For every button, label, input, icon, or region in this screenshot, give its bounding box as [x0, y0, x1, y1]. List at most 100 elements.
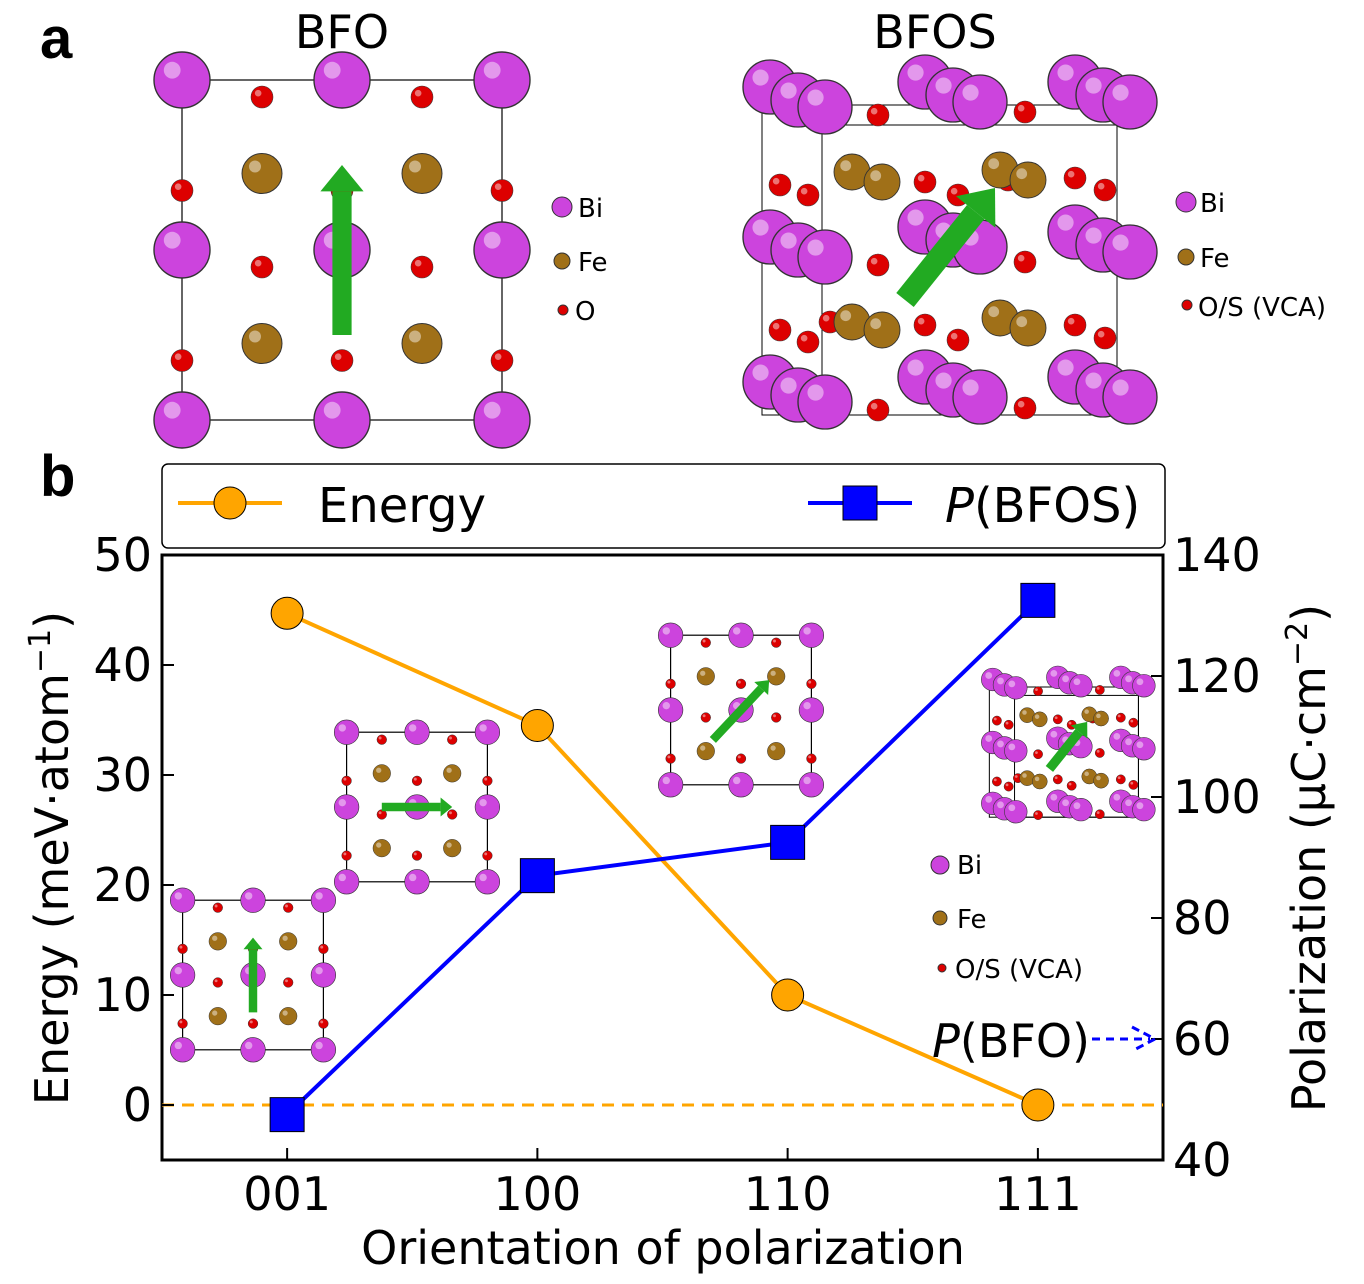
- o-atom: [866, 103, 890, 127]
- o-atom: [992, 776, 1002, 787]
- x-tick-label: 110: [744, 1167, 832, 1221]
- right-tick-label: 100: [1173, 770, 1261, 824]
- bi-atom: [474, 719, 501, 745]
- bi-atom-highlight: [803, 701, 811, 710]
- bi-atom: [728, 622, 754, 648]
- bi-atom-highlight: [780, 232, 797, 249]
- o-atom: [1093, 178, 1117, 202]
- o-atom-highlight: [808, 755, 812, 759]
- bi-atom: [798, 772, 825, 798]
- fe-atom-highlight: [840, 160, 852, 172]
- right-label-end: ): [1282, 604, 1336, 622]
- o-atom: [866, 398, 890, 422]
- o-atom: [1033, 810, 1043, 820]
- bi-atom-highlight: [483, 231, 501, 249]
- o-atom: [1115, 712, 1126, 723]
- bi-atom: [404, 719, 430, 745]
- fe-atom-highlight: [282, 935, 288, 941]
- right-tick-label: 140: [1173, 528, 1261, 582]
- left-label-sup: −1: [23, 629, 58, 673]
- bi-atom-highlight: [1112, 84, 1129, 101]
- o-atom: [1003, 781, 1014, 792]
- chart-plot: 0 10 20 30 40 50 40 60 80 100 120 140 001 100 110 111: [93, 528, 1260, 1221]
- o-atom-highlight: [343, 852, 347, 856]
- o-atom: [992, 715, 1002, 726]
- o-atom: [1033, 686, 1043, 697]
- bi-atom: [310, 887, 337, 913]
- o-atom-highlight: [214, 904, 218, 908]
- fe-atom: [401, 323, 443, 364]
- bi-atom: [404, 869, 430, 895]
- fe-atom: [1009, 161, 1047, 199]
- o-legend-icon: [557, 304, 569, 316]
- o-atom-highlight: [1017, 254, 1025, 262]
- o-atom-highlight: [737, 755, 741, 759]
- bi-atom-highlight: [479, 724, 487, 732]
- fe-atom-highlight: [988, 158, 1000, 170]
- bi-atom-highlight: [1113, 669, 1121, 677]
- bi-atom-highlight: [807, 89, 824, 106]
- bi-atom-highlight: [483, 61, 501, 79]
- left-label-end: ): [25, 611, 79, 629]
- o-atom: [283, 977, 294, 988]
- bi-atom-highlight: [1062, 799, 1069, 807]
- bi-atom-highlight: [1136, 741, 1144, 749]
- o-atom: [946, 328, 970, 352]
- fe-atom: [279, 932, 298, 951]
- energy-point-111: [1021, 1088, 1055, 1122]
- bi-atom-highlight: [1057, 359, 1074, 376]
- bi-atom: [1004, 739, 1028, 763]
- bi-atom-highlight: [323, 401, 341, 419]
- o-atom: [796, 183, 820, 207]
- polarization-point-111: [1020, 582, 1056, 618]
- fe-atom-highlight: [700, 670, 706, 676]
- o-atom-highlight: [800, 187, 808, 195]
- o-atom-highlight: [174, 183, 182, 190]
- bi-atom: [240, 887, 266, 913]
- bi-atom-highlight: [997, 677, 1004, 685]
- bi-atom-highlight: [1085, 227, 1102, 244]
- legend-energy-label: Energy: [318, 478, 486, 534]
- left-label-main: Energy (meV·atom: [25, 673, 79, 1105]
- bi-atom-highlight: [1113, 732, 1121, 740]
- bi-atom-highlight: [408, 724, 417, 732]
- bi-atom-highlight: [1008, 743, 1016, 751]
- energy-point-110: [771, 978, 805, 1012]
- bi-atom-highlight: [408, 873, 417, 882]
- o-atom-highlight: [702, 639, 706, 643]
- bi-atom-highlight: [985, 672, 993, 679]
- bi-atom-highlight: [985, 795, 993, 803]
- bi-atom: [1132, 674, 1156, 698]
- os-legend-icon: [1181, 299, 1193, 311]
- left-tick-label: 50: [93, 528, 152, 582]
- panel-b-label: b: [40, 444, 75, 509]
- o-atom: [482, 775, 493, 786]
- o-atom-highlight: [285, 979, 288, 983]
- o-atom: [330, 349, 354, 372]
- o-atom: [170, 179, 194, 202]
- o-atom: [1013, 250, 1037, 274]
- bi-atom-highlight: [483, 401, 501, 419]
- fe-atom: [208, 1007, 227, 1026]
- polarization-arrow-shaft: [1045, 728, 1083, 772]
- o-atom: [1094, 748, 1105, 758]
- o-atom-highlight: [1068, 782, 1072, 786]
- o-atom-highlight: [484, 777, 488, 781]
- bi-atom-highlight: [1008, 804, 1016, 812]
- o-atom-highlight: [378, 736, 382, 740]
- o-atom-highlight: [870, 107, 878, 115]
- o-atom-highlight: [1017, 400, 1025, 408]
- o-atom: [482, 850, 493, 861]
- o-atom-highlight: [1097, 182, 1105, 190]
- bi-atom-highlight: [315, 966, 323, 975]
- inset-bi-label: Bi: [957, 851, 982, 881]
- fe-legend-label: Fe: [1200, 244, 1230, 274]
- bi-atom-highlight: [662, 776, 670, 785]
- bi-atom-highlight: [1125, 675, 1132, 683]
- fe-atom-highlight: [870, 318, 882, 330]
- o-atom: [700, 637, 711, 648]
- right-tick-label: 120: [1173, 649, 1261, 703]
- bi-atom-highlight: [780, 377, 797, 394]
- fe-atom: [1009, 309, 1047, 347]
- bi-atom-highlight: [1062, 675, 1069, 683]
